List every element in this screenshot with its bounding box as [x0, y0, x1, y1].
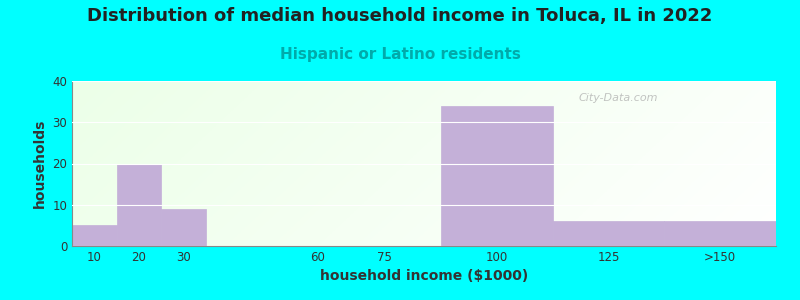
Bar [117, 164, 162, 246]
X-axis label: household income ($1000): household income ($1000) [320, 269, 528, 284]
Bar [441, 106, 553, 246]
Bar [72, 225, 117, 246]
Bar [162, 209, 206, 246]
Text: Hispanic or Latino residents: Hispanic or Latino residents [279, 46, 521, 62]
Text: Distribution of median household income in Toluca, IL in 2022: Distribution of median household income … [87, 8, 713, 26]
Text: City-Data.com: City-Data.com [579, 92, 658, 103]
Y-axis label: households: households [33, 119, 46, 208]
Bar [664, 221, 776, 246]
Bar [553, 221, 664, 246]
